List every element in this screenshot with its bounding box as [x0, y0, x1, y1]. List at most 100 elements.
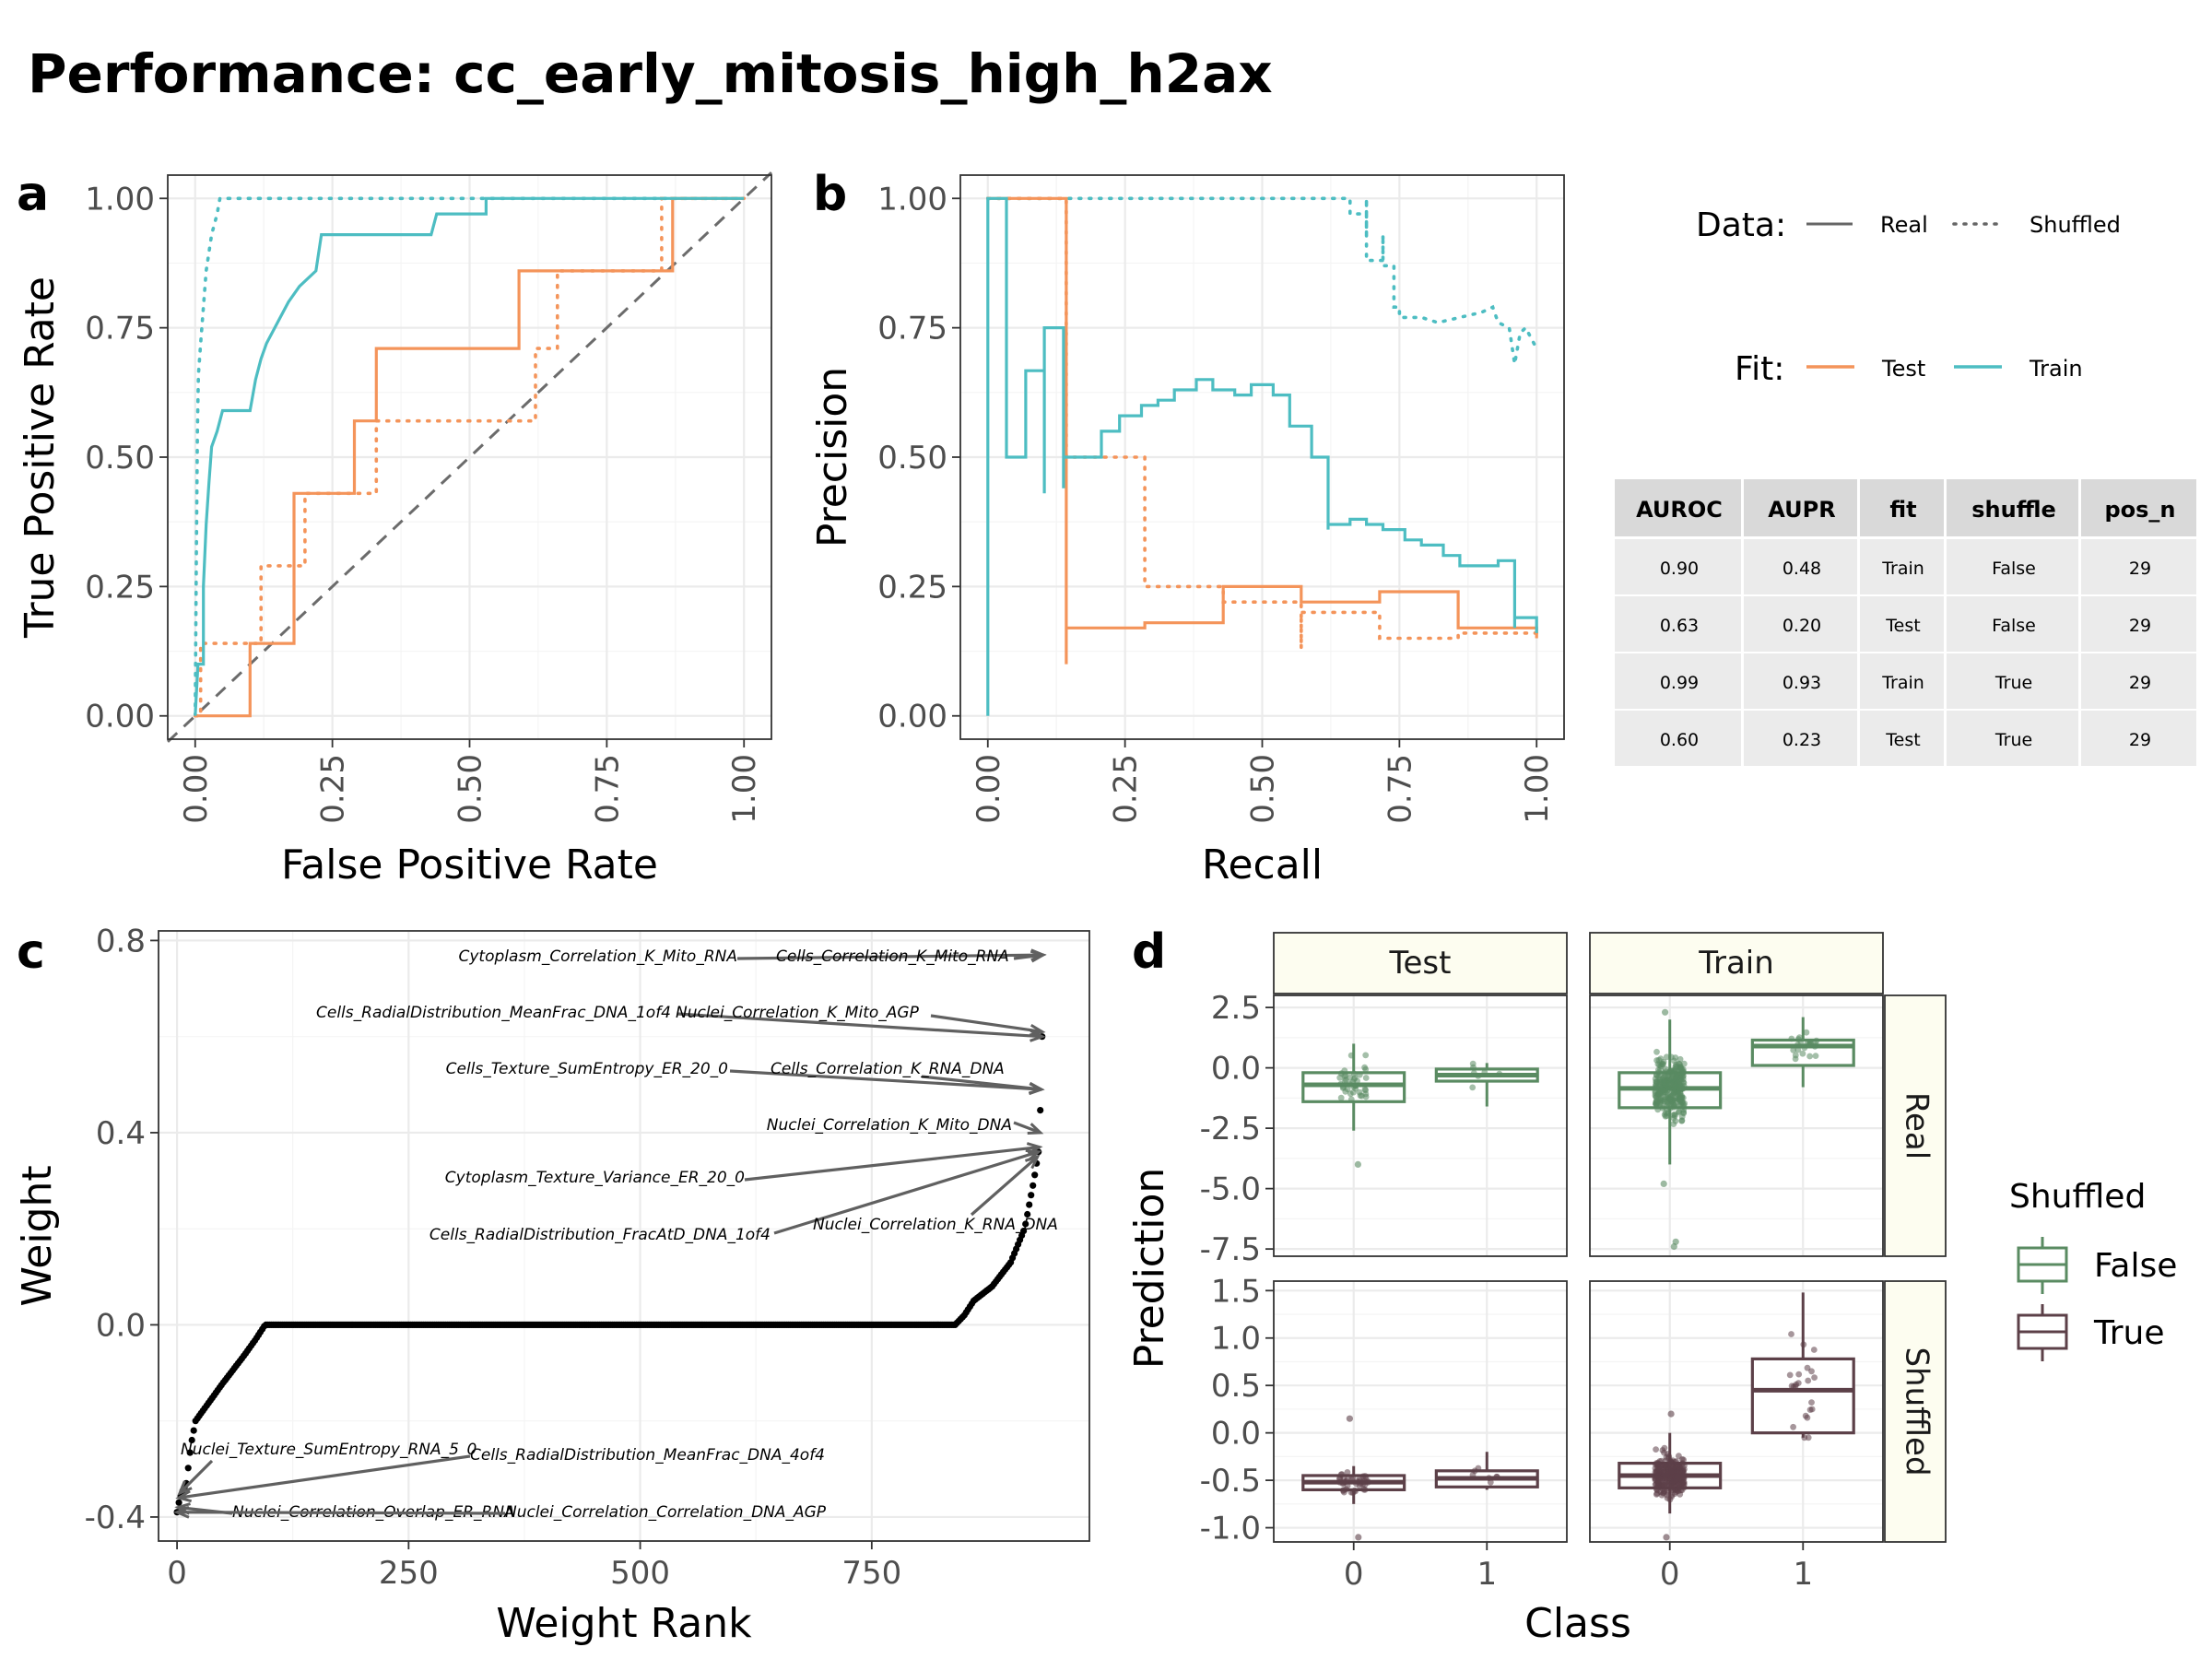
jitter-point [1681, 1100, 1688, 1107]
jitter-point [1678, 1117, 1685, 1124]
rank-point [1022, 1220, 1030, 1228]
annotation-arrow [1013, 953, 1043, 960]
legend-data-real-label: Real [1880, 212, 1928, 238]
y-tick-label: 0.50 [877, 440, 947, 477]
jitter-point [1337, 1094, 1345, 1101]
annotation-arrow [178, 1454, 471, 1500]
legend-fit-test-label: Test [1881, 356, 1925, 382]
table-cell-bg [1947, 539, 2078, 594]
jitter-point [1654, 1066, 1662, 1074]
table-cell: 0.90 [1660, 559, 1699, 579]
y-tick-label: 0.50 [85, 440, 155, 477]
y-tick-label: 0.0 [96, 1307, 146, 1344]
boxplot-class-1 [1750, 1017, 1855, 1088]
x-tick-label: 0.25 [315, 754, 352, 824]
annotation-arrow [930, 1014, 1042, 1034]
jitter-point [1788, 1035, 1795, 1042]
jitter-point [1361, 1064, 1368, 1071]
panel-border [167, 174, 772, 740]
table-cell-bg [1744, 653, 1857, 709]
rank-point [190, 1427, 197, 1434]
jitter-point [1804, 1364, 1811, 1371]
figure-title: Performance: cc_early_mitosis_high_h2ax [28, 42, 1273, 105]
boxplot-class-0 [1301, 1415, 1406, 1541]
panel-a-roc: 0.00 0.25 0.50 0.75 1.00 0.00 0.25 0.50 0.75 1.00… [17, 167, 773, 888]
annotation-arrow [773, 1150, 1040, 1235]
jitter-point [1341, 1067, 1348, 1074]
annotation-label: Cells_RadialDistribution_FracAtD_DNA_1of… [429, 1226, 771, 1244]
jitter-point [1808, 1399, 1815, 1406]
metrics-table: AUROC AUPR fit shuffle pos_n 0.90 0.48 Train Fal… [1615, 479, 2196, 766]
x-tick-label: 0.50 [1245, 754, 1282, 824]
legend-shuffled-key-true [2017, 1304, 2068, 1361]
table-cell-bg [1615, 711, 1741, 766]
panel-b-precision-recall: 0.00 0.25 0.50 0.75 1.00 0.00 0.25 0.50 0.75 1.00… [809, 167, 1565, 888]
annotation-label: Nuclei_Correlation_Correlation_DNA_AGP [505, 1503, 827, 1522]
table-cell-bg [2081, 711, 2196, 766]
jitter-point [1361, 1086, 1369, 1093]
jitter-point [1806, 1053, 1813, 1060]
y-tick-label: 0.4 [96, 1115, 146, 1152]
plot-background [1590, 995, 1883, 1256]
y-axis-title: True Positive Rate [17, 276, 64, 639]
annotation-label: Nuclei_Correlation_K_Mito_DNA [767, 1116, 1012, 1135]
jitter-point [1794, 1046, 1802, 1053]
rank-point [1031, 1171, 1039, 1179]
panel-label-b: b [813, 167, 847, 222]
y-tick-label: 0.0 [1211, 1051, 1261, 1088]
annotation-label: Cells_RadialDistribution_MeanFrac_DNA_4o… [470, 1446, 825, 1465]
x-tick-label: 1.00 [1519, 754, 1556, 824]
y-tick-label: 2.5 [1211, 990, 1261, 1027]
jitter-point [1800, 1341, 1807, 1348]
jitter-point [1362, 1052, 1370, 1059]
x-tick-label: 1 [1477, 1556, 1497, 1593]
jitter-point [1664, 1471, 1671, 1477]
rank-point [1030, 1182, 1037, 1189]
jitter-point [1676, 1087, 1683, 1094]
jitter-point [1354, 1077, 1360, 1085]
outlier-point [1660, 1180, 1667, 1187]
y-tick-label: 1.00 [85, 181, 155, 218]
jitter-point [1343, 1486, 1349, 1493]
y-tick-label: -2.5 [1200, 1111, 1261, 1147]
jitter-point [1676, 1108, 1682, 1115]
x-tick-label: 0 [167, 1555, 187, 1592]
facet-real-train [1589, 994, 1884, 1257]
y-tick-label: 0.00 [877, 699, 947, 735]
table-cell-bg [2081, 653, 2196, 709]
annotation-arrow [744, 1145, 1040, 1182]
pr-line-train-real [986, 196, 1538, 716]
jitter-point [1666, 1096, 1673, 1102]
jitter-point [1653, 1460, 1660, 1466]
jitter-point [1470, 1069, 1477, 1077]
table-cell-bg [1615, 653, 1741, 709]
table-cell-bg [1947, 596, 2078, 652]
y-tick-label: 0.75 [877, 311, 947, 347]
jitter-point [1788, 1382, 1795, 1390]
x-axis-title: False Positive Rate [281, 841, 658, 888]
jitter-point [1344, 1086, 1351, 1093]
outlier-point [1354, 1160, 1361, 1168]
y-tick-label: 0.0 [1211, 1416, 1261, 1453]
jitter-point [1360, 1486, 1368, 1493]
annotation-arrow [177, 1511, 506, 1515]
legend-fit-title: Fit: [1735, 350, 1784, 388]
legend-shuffled-label-true: True [2093, 1314, 2164, 1352]
table-header-cell [1860, 479, 1944, 536]
table-cell: 29 [2129, 730, 2151, 750]
jitter-point [1795, 1371, 1803, 1378]
annotation-arrowhead [177, 1480, 193, 1496]
y-axis-title: Prediction [1126, 1168, 1173, 1370]
jitter-point [1349, 1474, 1357, 1481]
annotation-label: Nuclei_Correlation_K_RNA_DNA [813, 1216, 1058, 1234]
jitter-point [1794, 1036, 1802, 1042]
jitter-point [1810, 1347, 1818, 1353]
jitter-point [1336, 1074, 1344, 1081]
jitter-point [1486, 1475, 1492, 1481]
jitter-point [1653, 1048, 1660, 1055]
x-tick-label: 1 [1793, 1556, 1813, 1593]
facet-strip-label-test: Test [1389, 945, 1452, 982]
y-tick-label: 0.00 [85, 699, 155, 735]
facet-strip-label-shuffled: Shuffled [1899, 1347, 1936, 1476]
